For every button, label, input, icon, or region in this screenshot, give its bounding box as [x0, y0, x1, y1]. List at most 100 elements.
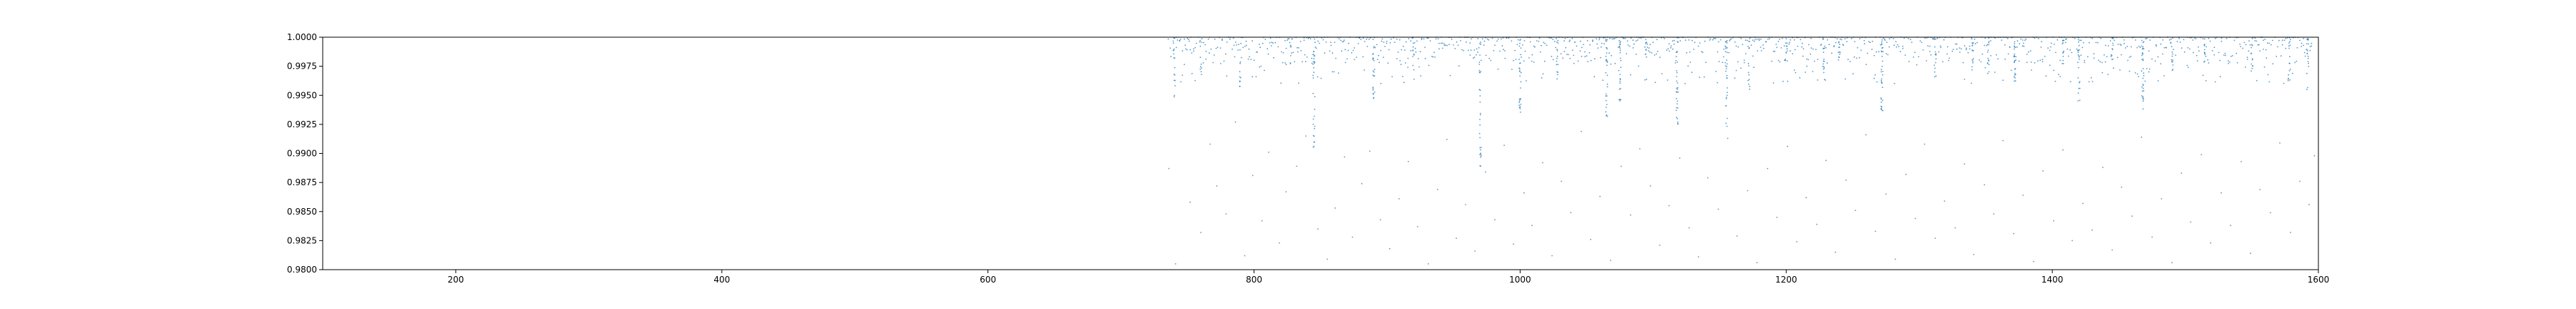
data-point	[1345, 62, 1347, 64]
y-tick-label: 0.9925	[287, 119, 317, 129]
data-point	[1723, 49, 1725, 50]
data-point	[1480, 154, 1482, 157]
data-point	[1606, 48, 1608, 50]
data-point	[2107, 45, 2109, 46]
data-point	[1930, 54, 1932, 56]
data-point	[1801, 46, 1803, 48]
data-point	[1239, 76, 1241, 78]
data-point	[1619, 80, 1621, 82]
data-point	[1883, 37, 1884, 39]
data-point	[1609, 52, 1610, 54]
data-point	[2120, 44, 2122, 46]
data-point	[1258, 44, 1260, 45]
data-point	[2135, 39, 2137, 41]
data-point	[1713, 37, 1715, 39]
data-point	[2145, 38, 2147, 39]
data-point	[1337, 72, 1340, 74]
data-point	[1448, 44, 1450, 46]
data-point	[2037, 60, 2039, 62]
data-point	[2142, 108, 2144, 110]
data-point	[1936, 37, 1938, 39]
data-point	[1531, 225, 1533, 227]
data-point	[1629, 74, 1631, 76]
data-point	[1399, 60, 1401, 62]
data-point	[1478, 62, 1480, 63]
data-point	[1306, 57, 1308, 58]
data-point	[2198, 50, 2200, 52]
data-point	[1910, 39, 1911, 41]
data-point	[1362, 56, 1364, 58]
data-point	[1589, 44, 1591, 46]
data-point	[2233, 39, 2235, 41]
data-point	[1315, 47, 1317, 49]
data-point	[1880, 101, 1883, 103]
data-point	[1677, 62, 1679, 63]
data-point	[2204, 60, 2206, 62]
data-point	[1956, 48, 1958, 50]
data-point	[1749, 38, 1751, 39]
data-point	[1987, 57, 1989, 59]
data-point	[1606, 104, 1608, 106]
data-point	[1523, 192, 1525, 194]
data-point	[2204, 38, 2206, 40]
data-point	[1842, 44, 1844, 46]
data-point	[1443, 43, 1445, 45]
data-point	[1180, 81, 1182, 83]
data-point	[1282, 52, 1284, 54]
data-point	[1943, 200, 1946, 202]
data-point	[1204, 44, 1206, 46]
data-point	[1317, 76, 1319, 78]
data-point	[1823, 66, 1825, 68]
data-point	[1675, 59, 1677, 62]
data-point	[1374, 69, 1375, 71]
data-point	[1974, 39, 1976, 40]
data-point	[1646, 43, 1649, 45]
data-point	[1279, 242, 1280, 244]
data-point	[2130, 46, 2132, 48]
data-point	[2209, 40, 2211, 42]
data-point	[1644, 46, 1646, 48]
data-point	[1191, 52, 1193, 54]
data-point	[1174, 263, 1176, 265]
data-point	[1377, 54, 1380, 57]
data-point	[1629, 214, 1631, 216]
data-point	[1802, 48, 1805, 49]
data-point	[2066, 38, 2067, 40]
data-point	[1544, 43, 1546, 44]
data-point	[1605, 59, 1607, 62]
y-tick-label: 0.9850	[287, 207, 317, 217]
data-point	[2130, 56, 2132, 57]
data-point	[2272, 39, 2273, 41]
data-point	[2127, 46, 2128, 47]
data-point	[1353, 47, 1355, 49]
data-point	[1933, 64, 1936, 66]
data-point	[1563, 40, 1566, 42]
data-point	[1473, 49, 1475, 51]
data-point	[1611, 38, 1614, 40]
data-point	[2141, 95, 2143, 97]
data-point	[2142, 46, 2144, 48]
data-point	[2308, 204, 2310, 205]
data-point	[1717, 82, 1718, 84]
data-point	[1916, 64, 1918, 66]
data-point	[2103, 54, 2105, 56]
data-point	[1493, 49, 1495, 52]
data-point	[1368, 38, 1370, 40]
data-point	[1304, 54, 1306, 56]
axes-layer	[322, 36, 2319, 270]
data-point	[1589, 52, 1591, 54]
data-point	[1996, 54, 1997, 56]
data-point	[1200, 66, 1201, 68]
data-point	[1252, 40, 1253, 42]
data-point	[2178, 37, 2180, 39]
data-point	[1239, 49, 1241, 51]
data-point	[2240, 46, 2242, 47]
data-point	[2220, 40, 2223, 42]
data-point	[1619, 82, 1621, 84]
data-point	[1372, 39, 1374, 40]
data-point	[1606, 60, 1608, 62]
data-point	[1294, 61, 1296, 63]
data-point	[2172, 59, 2174, 62]
data-point	[1881, 56, 1883, 57]
data-point	[1169, 47, 1171, 49]
